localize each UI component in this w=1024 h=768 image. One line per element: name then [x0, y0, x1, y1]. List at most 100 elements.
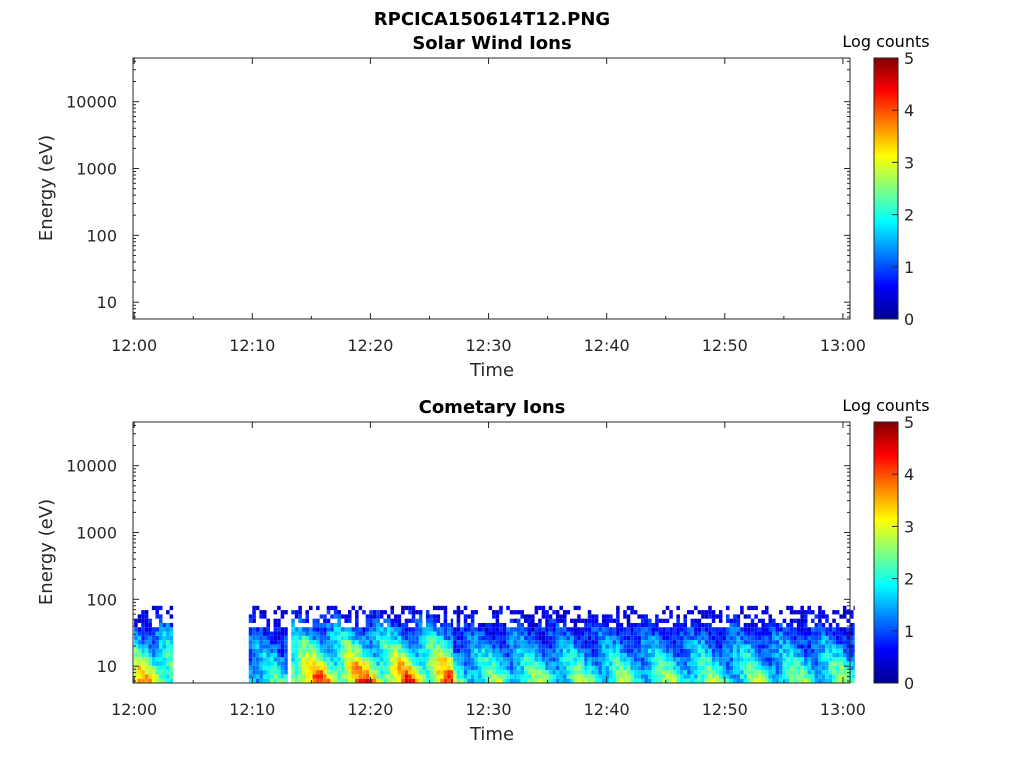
heatmap-cell [548, 678, 553, 683]
heatmap-cell [411, 657, 416, 662]
heatmap-cell [850, 665, 854, 671]
heatmap-cell [456, 652, 461, 658]
heatmap-cell [485, 661, 489, 666]
colorbar-tick-label: 3 [904, 153, 914, 172]
heatmap-cell [669, 678, 673, 683]
heatmap-cell [520, 652, 524, 658]
heatmap-cell [701, 661, 705, 666]
heatmap-cell [259, 661, 263, 666]
heatmap-cell [835, 678, 840, 683]
heatmap-cell [697, 661, 702, 666]
heatmap-cell [362, 657, 366, 662]
heatmap-cell [725, 640, 730, 645]
heatmap-cell [408, 661, 412, 666]
heatmap-cell [485, 640, 489, 645]
y-axis-label-cometary: Energy (eV) [36, 499, 57, 605]
heatmap-cell [626, 674, 631, 679]
heatmap-cell [828, 661, 833, 666]
heatmap-cell [485, 644, 489, 649]
heatmap-cell [764, 622, 769, 628]
heatmap-cell [747, 622, 751, 628]
heatmap-cell [835, 652, 840, 658]
heatmap-cell [637, 631, 641, 636]
heatmap-cell [492, 657, 496, 662]
heatmap-cell [453, 610, 457, 615]
heatmap-cell [141, 635, 145, 641]
heatmap-cell [811, 610, 815, 615]
heatmap-cell [821, 614, 826, 619]
heatmap-cell [137, 678, 142, 683]
heatmap-cell [811, 670, 815, 675]
heatmap-cell [280, 678, 285, 683]
heatmap-cell [587, 631, 592, 636]
heatmap-cell [485, 657, 489, 662]
colorbar-tick-label: 3 [904, 517, 914, 536]
heatmap-cell [786, 657, 790, 662]
heatmap-cell [665, 678, 670, 683]
heatmap-cell [333, 665, 338, 671]
heatmap-cell [169, 665, 174, 671]
heatmap-cell [779, 640, 783, 645]
heatmap-cell [415, 674, 419, 679]
heatmap-cell [715, 631, 719, 636]
heatmap-cell [736, 614, 741, 619]
heatmap-cell [144, 618, 149, 623]
heatmap-cell [351, 635, 356, 641]
heatmap-cell [531, 670, 535, 675]
heatmap-cell [757, 648, 762, 653]
heatmap-cell [326, 635, 331, 641]
heatmap-cell [640, 648, 645, 653]
heatmap-cell [259, 674, 263, 679]
heatmap-cell [672, 622, 677, 628]
heatmap-cell [477, 648, 482, 653]
heatmap-cell [828, 652, 833, 658]
heatmap-cell [404, 622, 409, 628]
heatmap-cell [485, 622, 489, 628]
heatmap-cell [669, 640, 673, 645]
panel-solar-wind-ions: Solar Wind Ions 12:00 12:10 12:20 12:30 12:4… [36, 32, 930, 381]
heatmap-cell [298, 678, 302, 683]
y-tick-label: 100 [86, 590, 117, 609]
heatmap-cell [333, 614, 338, 619]
heatmap-cell [718, 627, 723, 632]
heatmap-cell [506, 631, 510, 636]
heatmap-cell [337, 622, 341, 628]
heatmap-cell [679, 657, 684, 662]
heatmap-cell [559, 640, 563, 645]
heatmap-cell [298, 610, 302, 615]
heatmap-cell [166, 640, 170, 645]
heatmap-cell [495, 644, 500, 649]
heatmap-cell [415, 657, 419, 662]
heatmap-cell [422, 665, 426, 671]
heatmap-cell [598, 670, 602, 675]
heatmap-cell [477, 644, 482, 649]
heatmap-cell [839, 644, 843, 649]
heatmap-cell [538, 631, 542, 636]
heatmap-cell [733, 622, 737, 628]
heatmap-cell [772, 622, 776, 628]
heatmap-cell [708, 657, 712, 662]
heatmap-cell [456, 640, 461, 645]
heatmap-cell [401, 674, 405, 679]
heatmap-cell [853, 605, 855, 611]
heatmap-cell [326, 644, 331, 649]
heatmap-cell [598, 622, 602, 628]
heatmap-cell [291, 670, 295, 675]
heatmap-cell [404, 640, 409, 645]
heatmap-cell [365, 640, 370, 645]
heatmap-cell [158, 678, 163, 683]
heatmap-cell [148, 652, 152, 658]
heatmap-cell [362, 661, 366, 666]
heatmap-cell [612, 661, 617, 666]
heatmap-cell [793, 635, 797, 641]
heatmap-cell [408, 652, 412, 658]
heatmap-cell [411, 674, 416, 679]
heatmap-cell [633, 627, 638, 632]
heatmap-cell [772, 661, 776, 666]
heatmap-cell [669, 670, 673, 675]
heatmap-cell [616, 661, 620, 666]
heatmap-cell [467, 627, 471, 632]
heatmap-cell [151, 657, 156, 662]
heatmap-cell [277, 648, 281, 653]
heatmap-cell [252, 661, 256, 666]
